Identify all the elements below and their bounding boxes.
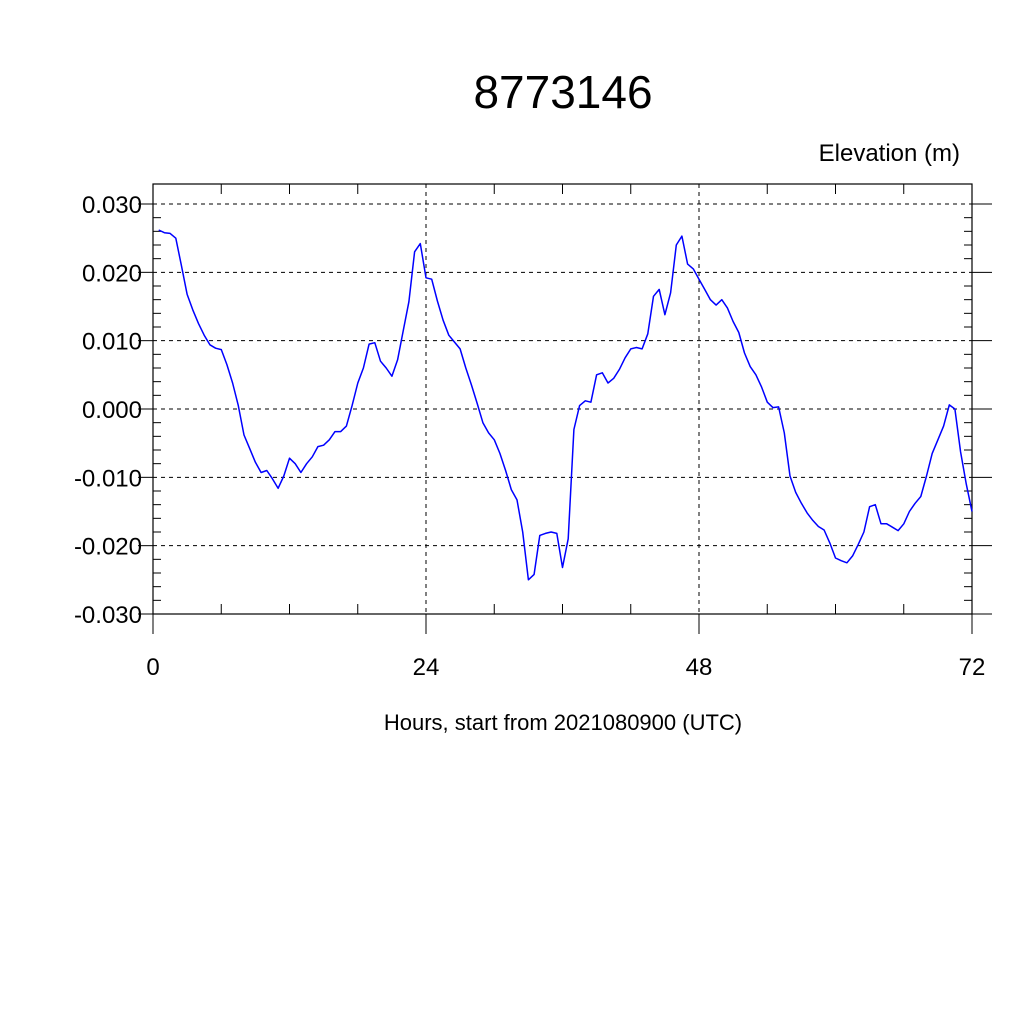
x-tick-label: 72 bbox=[959, 654, 986, 681]
y-tick-label: -0.030 bbox=[74, 602, 142, 629]
series-layer bbox=[158, 229, 973, 581]
y-tick-label: 0.000 bbox=[82, 397, 142, 424]
y-tick-labels: 0.030 0.020 0.010 0.000 -0.010 -0.020 -0.030 bbox=[74, 192, 142, 629]
axis-ticks bbox=[138, 184, 992, 634]
y-tick-label: -0.020 bbox=[74, 534, 142, 561]
grid bbox=[152, 184, 973, 615]
x-axis-label: Hours, start from 2021080900 (UTC) bbox=[384, 710, 742, 735]
x-tick-labels: 0 24 48 72 bbox=[146, 654, 985, 681]
series-line bbox=[158, 229, 973, 581]
y-tick-label: 0.010 bbox=[82, 329, 142, 356]
x-tick-label: 0 bbox=[146, 654, 159, 681]
y-tick-label: 0.020 bbox=[82, 260, 142, 287]
chart-title: 8773146 bbox=[473, 66, 652, 118]
y-tick-label: -0.010 bbox=[74, 465, 142, 492]
x-tick-label: 48 bbox=[686, 654, 713, 681]
x-tick-label: 24 bbox=[413, 654, 440, 681]
chart-subtitle: Elevation (m) bbox=[819, 140, 960, 167]
y-tick-label: 0.030 bbox=[82, 192, 142, 219]
plot-frame bbox=[152, 183, 973, 615]
